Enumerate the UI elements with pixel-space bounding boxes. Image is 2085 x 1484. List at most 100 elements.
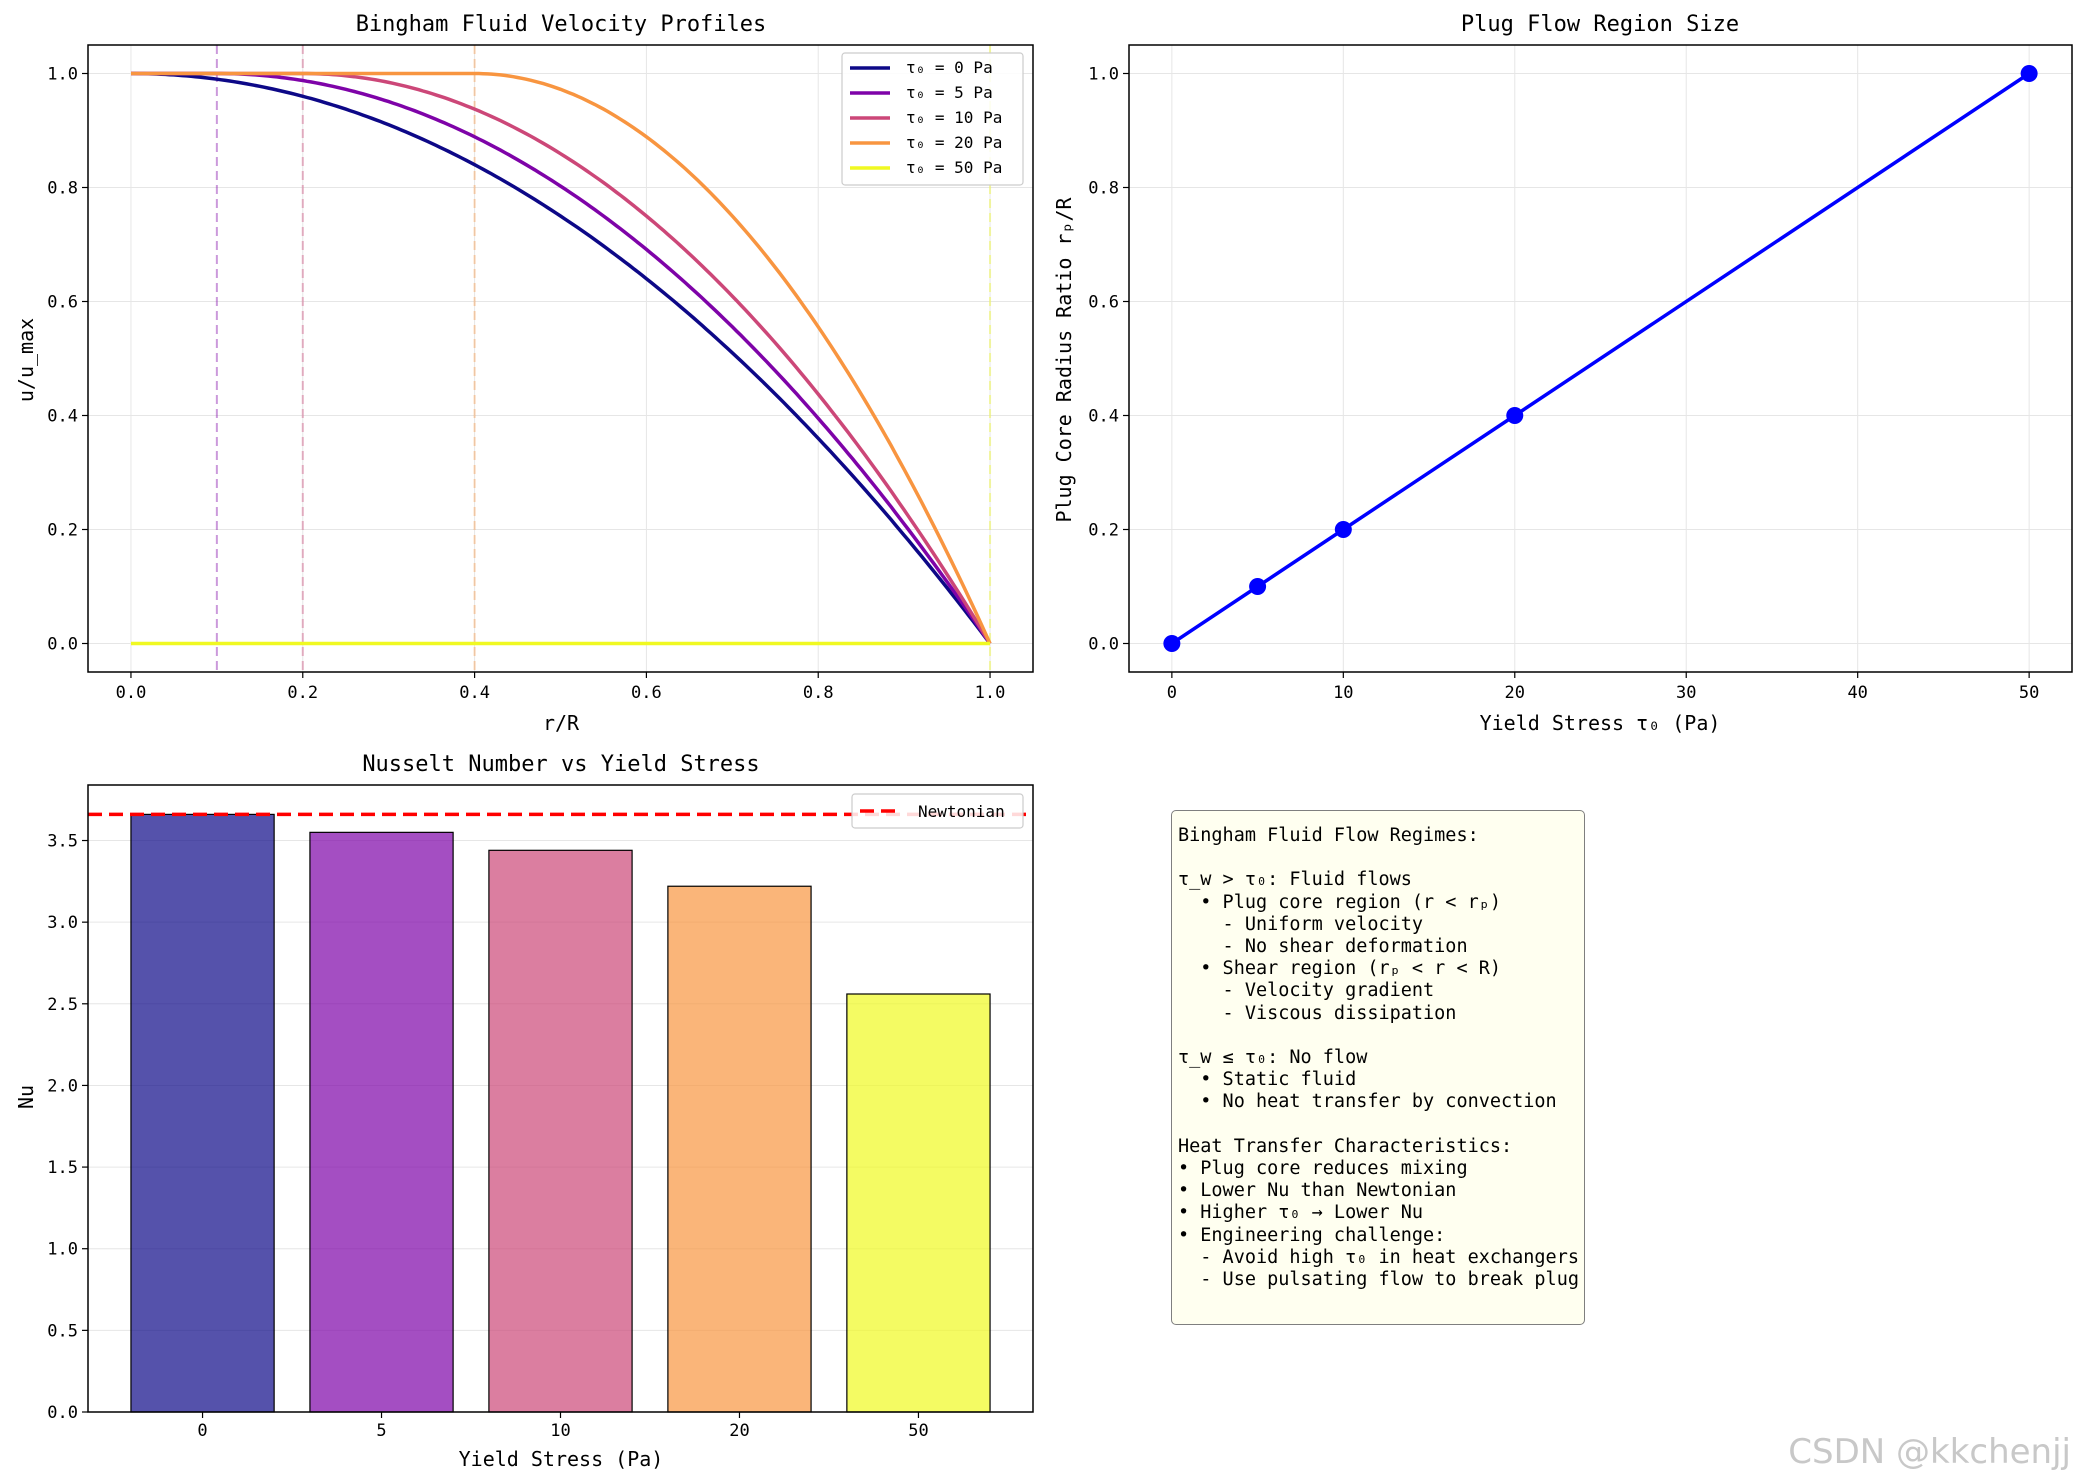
- data-point: [1249, 578, 1267, 595]
- x-ticks: 0.0 0.2 0.4 0.6 0.8 1.0: [116, 672, 1006, 703]
- x-tick-label: 10: [1333, 683, 1353, 703]
- x-tick-label: 30: [1676, 683, 1696, 703]
- y-tick-label: 0.2: [47, 521, 78, 541]
- x-tick-label: 0.6: [631, 683, 662, 703]
- info-line: • Static fluid: [1178, 1069, 1357, 1091]
- bar: [488, 849, 633, 1413]
- series-line: [131, 71, 992, 645]
- y-tick-label: 0.0: [47, 635, 78, 655]
- chart-title: Nusselt Number vs Yield Stress: [362, 752, 759, 777]
- x-tick-label: 0.0: [116, 683, 147, 703]
- series-line: [131, 71, 992, 645]
- legend: τ₀ = 0 Pa τ₀ = 5 Pa τ₀ = 10 Pa τ₀ = 20 Pa τ₀…: [841, 52, 1024, 186]
- y-tick-label: 0.4: [47, 407, 78, 427]
- info-line: • Plug core region (r < rₚ): [1178, 891, 1502, 913]
- bar: [130, 813, 275, 1413]
- data-point: [1163, 635, 1181, 652]
- y-tick-label: 1.5: [47, 1158, 78, 1178]
- y-tick-label: 0.6: [1088, 293, 1119, 313]
- legend-label: τ₀ = 20 Pa: [906, 133, 1002, 152]
- y-tick-label: 0.4: [1088, 407, 1119, 427]
- legend-label: τ₀ = 50 Pa: [906, 158, 1002, 177]
- y-tick-label: 2.5: [47, 995, 78, 1015]
- watermark: CSDN @kkchenjj: [1788, 1432, 2071, 1472]
- plug-boundary-lines: [215, 45, 992, 672]
- legend: Newtonian: [851, 793, 1024, 829]
- info-line: - No shear deformation: [1178, 936, 1468, 958]
- y-tick-label: 0.5: [47, 1321, 78, 1341]
- bar: [846, 993, 991, 1413]
- plug-radius-line: [1170, 72, 2031, 645]
- info-line: - Uniform velocity: [1178, 913, 1424, 935]
- x-tick-label: 40: [1847, 683, 1867, 703]
- info-line: Heat Transfer Characteristics:: [1178, 1135, 1513, 1157]
- legend-box: [841, 52, 1024, 186]
- series-line: [1163, 65, 2038, 652]
- velocity-profiles-chart: Bingham Fluid Velocity Profiles r/R u/u_…: [14, 12, 1034, 735]
- x-tick-label: 10: [550, 1421, 570, 1441]
- bar: [309, 831, 454, 1413]
- info-line: τ_w ≤ τ₀: No flow: [1178, 1047, 1368, 1069]
- plot-frame: [1128, 44, 2073, 673]
- data-point: [2020, 65, 2038, 82]
- info-line: [1178, 1114, 1578, 1136]
- y-tick-label: 1.0: [1088, 65, 1119, 85]
- x-tick-label: 0: [197, 1421, 207, 1441]
- y-tick-label: 3.5: [47, 832, 78, 852]
- x-tick-label: 1.0: [975, 683, 1006, 703]
- legend-label: τ₀ = 10 Pa: [906, 108, 1002, 127]
- info-line: - Viscous dissipation: [1178, 1002, 1457, 1024]
- info-line: • Plug core reduces mixing: [1178, 1158, 1468, 1180]
- info-line: • Engineering challenge:: [1178, 1224, 1446, 1246]
- x-tick-label: 0.8: [803, 683, 834, 703]
- series-lines: [131, 71, 992, 646]
- x-axis-label: r/R: [543, 711, 580, 735]
- legend-label: τ₀ = 0 Pa: [906, 58, 993, 77]
- y-tick-label: 0.8: [47, 179, 78, 199]
- info-line: • No heat transfer by convection: [1178, 1091, 1557, 1113]
- y-tick-label: 0.2: [1088, 521, 1119, 541]
- plug-region-chart: Plug Flow Region Size Yield Stress τ₀ (P…: [1052, 12, 2073, 735]
- y-axis-label: Plug Core Radius Ratio rₚ/R: [1052, 196, 1076, 522]
- data-point: [1506, 407, 1524, 424]
- x-tick-label: 20: [1505, 683, 1525, 703]
- y-tick-label: 1.0: [47, 65, 78, 85]
- info-line: Bingham Fluid Flow Regimes:: [1178, 825, 1479, 846]
- info-line: τ_w > τ₀: Fluid flows: [1178, 869, 1412, 891]
- x-axis-label: Yield Stress τ₀ (Pa): [1480, 711, 1721, 735]
- x-ticks: 0 5 10 20 50: [197, 1412, 929, 1441]
- chart-title: Bingham Fluid Velocity Profiles: [356, 12, 767, 37]
- y-tick-label: 0.0: [47, 1403, 78, 1423]
- info-line: • Shear region (rₚ < r < R): [1178, 958, 1502, 980]
- x-tick-label: 0: [1167, 683, 1177, 703]
- info-line: [1178, 1025, 1578, 1047]
- info-line: - Use pulsating flow to break plug: [1178, 1269, 1579, 1291]
- chart-title: Plug Flow Region Size: [1461, 12, 1739, 37]
- x-axis-label: Yield Stress (Pa): [459, 1447, 664, 1471]
- y-tick-label: 3.0: [47, 913, 78, 933]
- legend-box: [851, 793, 1024, 829]
- info-line: • Higher τ₀ → Lower Nu: [1178, 1202, 1424, 1224]
- info-text-box: Bingham Fluid Flow Regimes: τ_w > τ₀: Fl…: [1171, 810, 1585, 1325]
- y-ticks: 0.0 0.2 0.4 0.6 0.8 1.0: [47, 65, 88, 655]
- y-axis-label: Nu: [14, 1085, 38, 1109]
- x-ticks: 0 10 20 30 40 50: [1167, 672, 2039, 703]
- x-tick-label: 50: [908, 1421, 928, 1441]
- x-tick-label: 0.4: [459, 683, 490, 703]
- bars: [130, 813, 991, 1413]
- x-tick-label: 0.2: [287, 683, 318, 703]
- y-tick-label: 0.8: [1088, 179, 1119, 199]
- y-tick-label: 0.6: [47, 293, 78, 313]
- nusselt-chart: Nusselt Number vs Yield Stress Yield Str…: [14, 752, 1034, 1471]
- y-axis-label: u/u_max: [14, 318, 38, 402]
- info-line: - Velocity gradient: [1178, 980, 1435, 1002]
- y-tick-label: 0.0: [1088, 635, 1119, 655]
- x-tick-label: 50: [2019, 683, 2039, 703]
- bar: [667, 885, 812, 1413]
- y-tick-label: 1.0: [47, 1240, 78, 1260]
- data-point: [1334, 521, 1352, 538]
- info-line: [1178, 847, 1578, 869]
- info-line: - Avoid high τ₀ in heat exchangers: [1178, 1246, 1579, 1268]
- series-line: [131, 71, 992, 645]
